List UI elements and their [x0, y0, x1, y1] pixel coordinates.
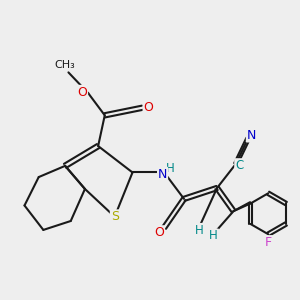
Text: N: N [158, 168, 167, 181]
Text: O: O [154, 226, 164, 239]
Text: H: H [166, 162, 175, 175]
Text: C: C [235, 159, 243, 172]
Text: CH₃: CH₃ [55, 60, 76, 70]
Text: H: H [194, 224, 203, 237]
Text: N: N [247, 129, 256, 142]
Text: O: O [143, 101, 153, 114]
Text: H: H [209, 230, 218, 242]
Text: O: O [77, 86, 87, 99]
Text: S: S [111, 210, 119, 223]
Text: F: F [265, 236, 272, 249]
